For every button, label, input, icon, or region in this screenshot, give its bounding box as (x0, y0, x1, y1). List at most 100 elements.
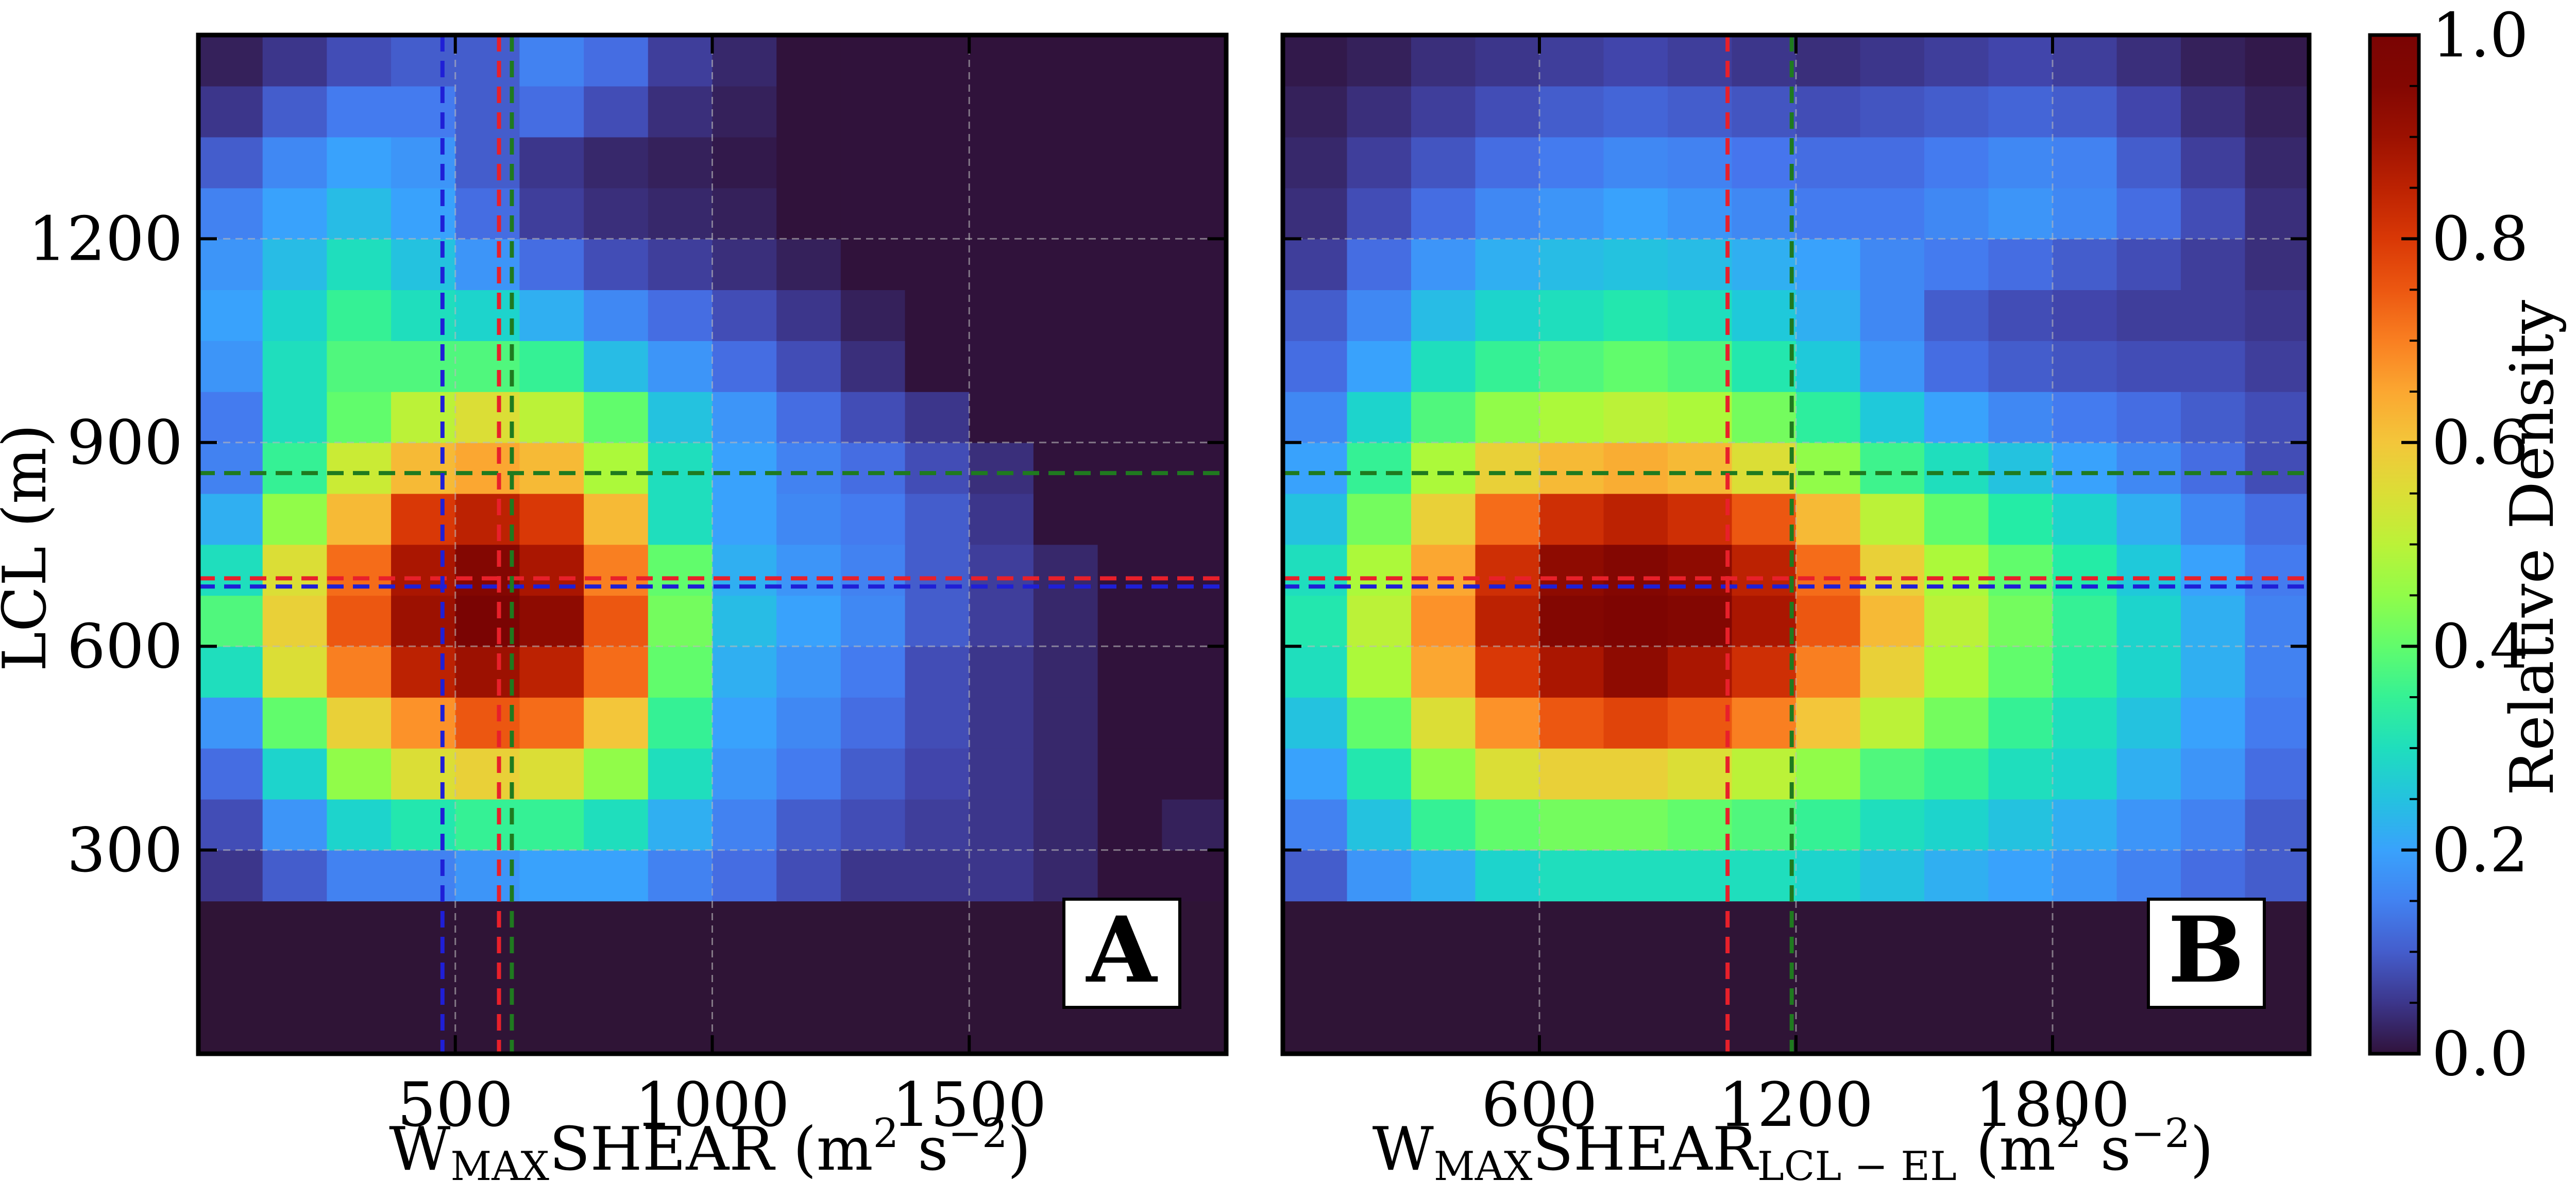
heatmap-cell (905, 341, 970, 392)
heatmap-cell (262, 290, 328, 341)
heatmap-cell (455, 35, 520, 87)
panel-b-xlabel-sup: 2 (2056, 1110, 2081, 1157)
heatmap-cell (1033, 391, 1098, 443)
heatmap-cell (455, 137, 520, 189)
heatmap-cell (198, 137, 263, 189)
heatmap-cell (840, 290, 906, 341)
heatmap-cell (455, 697, 520, 749)
heatmap-cell (2181, 137, 2246, 189)
heatmap-cell (327, 341, 392, 392)
heatmap-cell (905, 442, 970, 494)
colorbar-tick-label: 0.6 (2432, 407, 2529, 478)
heatmap-cell (327, 493, 392, 545)
x-tick-label: 500 (397, 1069, 513, 1140)
heatmap-cell (198, 595, 263, 647)
heatmap-cell (905, 86, 970, 138)
heatmap-cell (455, 341, 520, 392)
heatmap-cell (1796, 799, 1861, 851)
heatmap-cell (2245, 442, 2310, 494)
heatmap-cell (1475, 748, 1540, 800)
heatmap-cell (584, 391, 649, 443)
heatmap-cell (1539, 391, 1604, 443)
heatmap-cell (1668, 391, 1733, 443)
heatmap-cell (1603, 748, 1668, 800)
heatmap-cell (1796, 850, 1861, 902)
heatmap-cell (584, 697, 649, 749)
heatmap-cell (1796, 188, 1861, 240)
heatmap-cell (1603, 391, 1668, 443)
heatmap-cell (776, 646, 841, 698)
heatmap-cell (776, 442, 841, 494)
heatmap-cell (1924, 137, 1989, 189)
heatmap-cell (2245, 86, 2310, 138)
heatmap-cell (2116, 239, 2181, 291)
panel-b-ticks: 600 1200 1800 (1283, 35, 2309, 1140)
heatmap-cell (712, 850, 777, 902)
heatmap-cell (584, 748, 649, 800)
heatmap-cell (1475, 799, 1540, 851)
panel-b-letter-box: B (2147, 897, 2266, 1009)
heatmap-cell (1033, 850, 1098, 902)
heatmap-cell (455, 748, 520, 800)
heatmap-cell (1347, 646, 1412, 698)
heatmap-cell (584, 646, 649, 698)
panel-b-heatmap-cells (1283, 35, 2310, 902)
heatmap-cell (455, 493, 520, 545)
heatmap-cell (519, 646, 584, 698)
heatmap-cell (1924, 239, 1989, 291)
heatmap-cell (2116, 86, 2181, 138)
heatmap-cell (1668, 595, 1733, 647)
heatmap-cell (1162, 290, 1227, 341)
heatmap-cell (1860, 493, 1925, 545)
heatmap-cell (1347, 595, 1412, 647)
heatmap-cell (1097, 35, 1163, 87)
heatmap-cell (584, 239, 649, 291)
heatmap-cell (1283, 595, 1348, 647)
heatmap-cell (2245, 239, 2310, 291)
heatmap-cell (1603, 595, 1668, 647)
heatmap-cell (1924, 493, 1989, 545)
heatmap-cell (1924, 35, 1989, 87)
heatmap-cell (1347, 799, 1412, 851)
heatmap-cell (1924, 850, 1989, 902)
heatmap-cell (1411, 442, 1476, 494)
heatmap-cell (712, 697, 777, 749)
heatmap-cell (1347, 86, 1412, 138)
heatmap-cell (1924, 799, 1989, 851)
heatmap-cell (327, 850, 392, 902)
heatmap-cell (2053, 35, 2117, 87)
heatmap-cell (519, 595, 584, 647)
panel-b: 600 1200 1800 B WMAXSHEARLCL − EL (m2 s−2) (1280, 32, 2312, 1190)
colorbar: 0.0 0.2 0.4 0.6 0.8 1.0 Relative Density (2368, 0, 2567, 1089)
heatmap-cell (198, 850, 263, 902)
heatmap-cell (2053, 442, 2117, 494)
heatmap-cell (1097, 748, 1163, 800)
heatmap-cell (1988, 137, 2053, 189)
heatmap-cell (1860, 137, 1925, 189)
heatmap-cell (648, 748, 713, 800)
heatmap-cell (1924, 697, 1989, 749)
heatmap-cell (327, 35, 392, 87)
heatmap-cell (1860, 697, 1925, 749)
heatmap-cell (840, 799, 906, 851)
heatmap-cell (712, 290, 777, 341)
heatmap-cell (1283, 341, 1348, 392)
heatmap-cell (1411, 748, 1476, 800)
heatmap-cell (2116, 646, 2181, 698)
heatmap-cell (1162, 799, 1227, 851)
heatmap-cell (2053, 595, 2117, 647)
heatmap-cell (2053, 493, 2117, 545)
heatmap-cell (2245, 850, 2310, 902)
heatmap-cell (2181, 799, 2246, 851)
heatmap-cell (2053, 646, 2117, 698)
heatmap-cell (519, 799, 584, 851)
heatmap-cell (1283, 850, 1348, 902)
heatmap-cell (1539, 239, 1604, 291)
heatmap-cell (1539, 595, 1604, 647)
heatmap-cell (2245, 697, 2310, 749)
y-tick-label: 300 (67, 815, 183, 886)
heatmap-cell (969, 850, 1034, 902)
heatmap-cell (1603, 850, 1668, 902)
heatmap-cell (584, 799, 649, 851)
heatmap-cell (584, 86, 649, 138)
